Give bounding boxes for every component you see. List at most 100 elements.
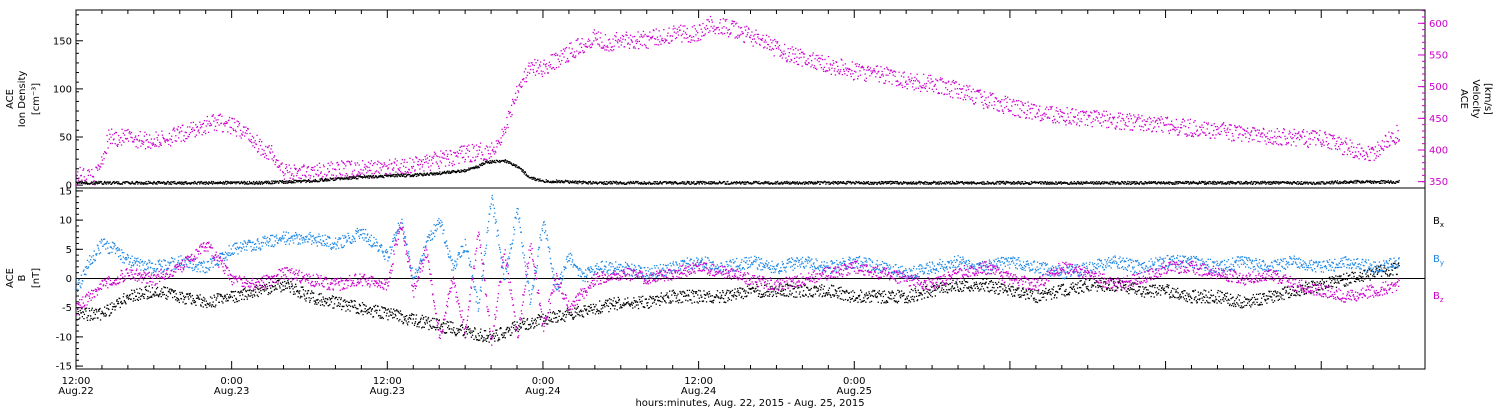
density-series-point [474,166,476,168]
density-series-point [163,182,165,184]
density-series-point [744,181,747,183]
velocity-series-point [1233,139,1235,142]
velocity-series-point [681,33,684,35]
density-series-point [452,169,454,172]
velocity-series-point [890,70,893,72]
velocity-series-point [475,144,478,146]
velocity-series-point [335,175,337,177]
density-series-point [618,183,620,185]
density-series-point [1056,183,1058,185]
density-series-point [170,183,173,185]
bx-series-point [90,317,92,320]
density-series-point [870,183,873,185]
velocity-series-point [850,73,852,75]
density-series-point [1004,183,1006,185]
density-series-point [499,161,501,164]
density-series-point [1207,182,1209,185]
velocity-series-point [761,37,764,40]
density-series-point [387,175,389,178]
density-series-point [636,182,638,184]
velocity-series-point [781,51,783,53]
velocity-series-point [698,39,700,41]
bx-series-point [77,308,79,310]
velocity-series-point [1037,108,1040,110]
velocity-series-point [185,131,187,134]
velocity-series-point [845,69,848,71]
velocity-series-point [1201,124,1203,126]
velocity-series-point [418,158,420,161]
velocity-series-point [629,34,632,36]
velocity-series-point [477,155,479,158]
velocity-series-point [206,120,208,122]
density-series-point [1050,183,1053,185]
density-series-point [1387,181,1389,183]
velocity-series-point [578,51,580,53]
velocity-series-point [289,177,291,179]
density-series-point [682,181,684,183]
density-series-point [523,173,526,175]
density-series-point [1014,183,1016,185]
density-series-point [1391,182,1394,184]
velocity-series-point [177,129,179,131]
density-series-point [785,182,787,185]
velocity-series-point [822,68,824,70]
density-series-point [552,181,554,184]
velocity-series-point [1294,135,1296,137]
velocity-series-point [188,136,190,138]
velocity-series-point [370,160,373,162]
velocity-series-point [460,145,462,147]
velocity-series-point [985,97,987,99]
density-series-point [989,183,991,185]
velocity-series-point [1119,128,1121,130]
density-series-point [912,182,914,184]
density-series-point [356,178,358,180]
velocity-series-point [350,164,352,166]
velocity-series-point [1085,112,1087,114]
velocity-series-point [1038,110,1040,112]
velocity-series-point [1202,131,1204,133]
velocity-series-point [148,146,150,148]
velocity-series-point [621,34,624,37]
density-series-point [1106,181,1109,183]
velocity-series-point [1340,138,1342,140]
velocity-series-point [1291,138,1293,140]
velocity-series-point [726,18,728,21]
velocity-series-point [484,158,486,161]
density-series-point [1215,182,1218,184]
density-series-point [231,182,233,184]
density-series-point [849,181,851,184]
velocity-series-point [213,120,215,122]
velocity-series-point [977,90,979,93]
density-series-point [912,181,915,183]
velocity-series-point [1067,113,1069,115]
velocity-series-point [1230,124,1232,126]
density-series-point [536,179,538,181]
density-series-point [352,176,354,179]
density-series-point [1245,180,1247,183]
density-series-point [958,181,960,183]
velocity-series-point [980,93,982,95]
velocity-series-point [882,75,884,77]
velocity-series-point [102,153,105,155]
bx-series-point [83,313,86,315]
density-series-point [657,183,659,185]
velocity-series-point [582,52,584,54]
velocity-series-point [853,78,855,80]
velocity-series-point [778,44,781,47]
velocity-series-point [300,177,302,180]
velocity-series-point [342,162,345,164]
velocity-series-point [1075,109,1077,111]
velocity-series-point [918,82,921,84]
velocity-series-point [407,172,409,174]
density-series-point [1372,181,1374,184]
velocity-series-point [98,168,101,170]
velocity-series-point [271,145,273,147]
density-series-point [764,180,766,183]
velocity-series-point [1165,124,1168,126]
velocity-series-point [808,62,810,64]
velocity-series-point [395,164,398,166]
velocity-series-point [212,115,214,117]
velocity-series-point [658,44,660,46]
density-series-point [1240,181,1243,183]
